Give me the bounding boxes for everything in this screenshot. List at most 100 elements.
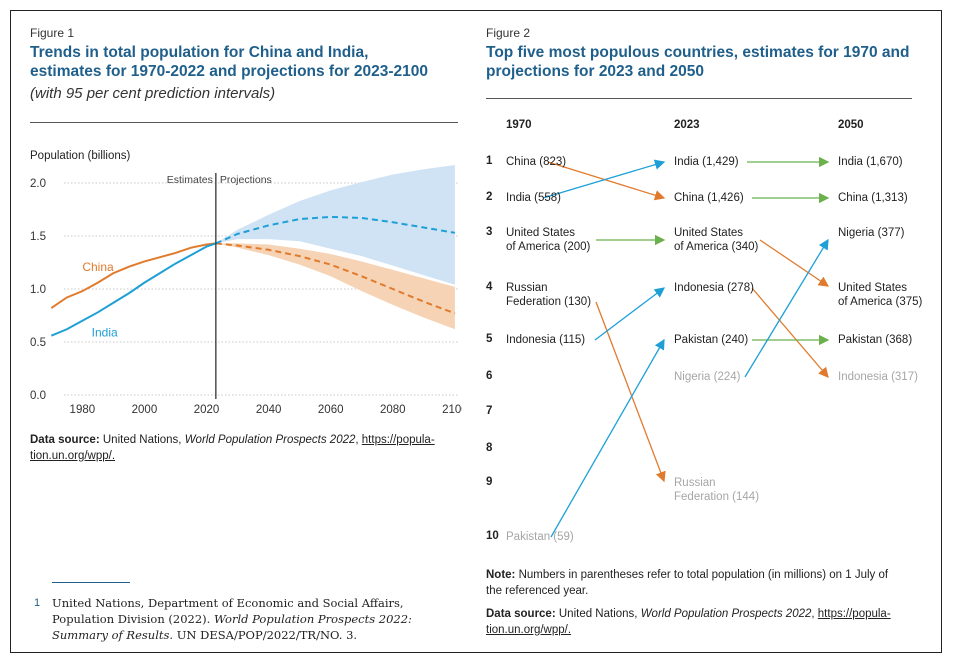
- x-tick-1980: 1980: [70, 404, 96, 415]
- cell-col2050-0: India (1,670): [838, 156, 903, 168]
- india-series-label: India: [92, 326, 118, 340]
- footnote-number: 1: [34, 597, 41, 609]
- projections-label: Projections: [220, 174, 272, 186]
- figure2-source-link-cont[interactable]: tion.un.org/wpp/.: [486, 624, 572, 636]
- figure1-source-text: United Nations,: [102, 434, 182, 446]
- x-tick-2040: 2040: [256, 404, 282, 415]
- figure1-title-line2: estimates for 1970-2022 and projections …: [30, 63, 429, 80]
- rank-number-8: 8: [486, 442, 493, 454]
- figure1-bands: [215, 164, 455, 330]
- figure2-source-label: Data source:: [486, 608, 556, 620]
- figure1-label: Figure 1: [30, 26, 75, 40]
- footnote-line2: Population Division (2022). World Popula…: [52, 611, 462, 627]
- china-prediction-band: [215, 243, 455, 330]
- rank-number-4: 4: [486, 281, 493, 293]
- rank-number-5: 5: [486, 333, 493, 345]
- col-header-1970: 1970: [506, 119, 532, 131]
- y-tick-0.5: 0.5: [30, 337, 46, 349]
- rank-number-7: 7: [486, 405, 493, 417]
- cell-col2023-6: Russian Federation (144): [674, 477, 760, 503]
- figure1-source-label: Data source:: [30, 434, 100, 446]
- figure2-source-italic: World Population Prospects 2022: [640, 608, 812, 620]
- cell-col2050-5: Indonesia (317): [838, 371, 918, 383]
- cell-col2023-1: China (1,426): [674, 192, 744, 204]
- cell-col2050-1: China (1,313): [838, 192, 908, 204]
- estimates-label: Estimates: [167, 174, 213, 186]
- cell-col2023-4: Pakistan (240): [674, 334, 749, 346]
- link-arrow-4: [594, 287, 666, 341]
- cell-col2023-5: Nigeria (224): [674, 371, 741, 383]
- col-header-2023: 2023: [674, 119, 700, 131]
- figure1-chart: Population (billions) 0.0 0.5 1.0 1.5 2.0 Chin…: [30, 150, 462, 415]
- india-projection-line: [215, 215, 456, 245]
- cell-col1970-0: China (823): [506, 156, 567, 168]
- figure2-label: Figure 2: [486, 26, 531, 40]
- india-prediction-band: [215, 164, 455, 285]
- figure1-lines: [50, 215, 456, 337]
- rank-number-9: 9: [486, 476, 493, 488]
- cell-col1970-2: United States of America (200): [506, 227, 591, 253]
- link-arrow-8: [759, 239, 830, 287]
- figure2-title: Top five most populous countries, estima…: [486, 43, 926, 81]
- rank-number-6: 6: [486, 370, 493, 382]
- y-tick-1.5: 1.5: [30, 231, 46, 243]
- cell-col1970-3: Russian Federation (130): [506, 282, 592, 308]
- figure1-source-link[interactable]: https://popula-: [361, 434, 435, 446]
- china-series-label: China: [82, 260, 114, 274]
- link-arrow-9: [751, 287, 829, 378]
- cell-col1970-5: Pakistan (59): [506, 531, 574, 543]
- india-estimate-line: [50, 242, 217, 337]
- cell-col1970-4: Indonesia (115): [506, 334, 586, 346]
- cell-col2050-3: United States of America (375): [838, 282, 923, 308]
- link-arrow-3: [595, 301, 666, 483]
- figure1-rule: [30, 122, 458, 123]
- figure1-source: Data source: United Nations, World Popul…: [30, 434, 435, 462]
- figure1-title: Trends in total population for China and…: [30, 43, 470, 81]
- x-tick-2100: 2100: [442, 404, 462, 415]
- y-tick-2.0: 2.0: [30, 178, 46, 190]
- figure2-note-line1: Numbers in parentheses refer to total po…: [518, 569, 889, 581]
- figure1-subtitle: (with 95 per cent prediction intervals): [30, 85, 276, 102]
- y-axis-label: Population (billions): [30, 150, 131, 162]
- col-header-2050: 2050: [838, 119, 864, 131]
- footnote-line2a: Population Division (2022).: [52, 612, 211, 626]
- footnote-rule: [52, 582, 130, 583]
- figure2-title-line2: projections for 2023 and 2050: [486, 63, 704, 80]
- figure2-source: Data source: United Nations, World Popul…: [486, 608, 891, 636]
- figure2-note: Note: Numbers in parentheses refer to to…: [486, 567, 926, 599]
- figure1-axes: Population (billions) 0.0 0.5 1.0 1.5 2.0 Chin…: [30, 150, 462, 415]
- cell-col2050-4: Pakistan (368): [838, 334, 913, 346]
- footnote-text: United Nations, Department of Economic a…: [52, 595, 462, 643]
- page-frame: [10, 10, 942, 653]
- rank-number-10: 10: [486, 530, 499, 542]
- footnote-line3a: Summary of Results: [52, 628, 170, 642]
- cell-col2023-0: India (1,429): [674, 156, 739, 168]
- link-arrow-11: [744, 238, 829, 378]
- figure2-title-line1: Top five most populous countries, estima…: [486, 44, 910, 61]
- x-tick-2020: 2020: [194, 404, 220, 415]
- link-arrow-0: [547, 161, 666, 201]
- rank-number-1: 1: [486, 155, 493, 167]
- x-tick-2000: 2000: [132, 404, 158, 415]
- figure2-source-link[interactable]: https://popula-: [817, 608, 891, 620]
- link-arrow-5: [550, 338, 665, 538]
- figure1-title-line1: Trends in total population for China and…: [30, 44, 369, 61]
- figure2-note-label: Note:: [486, 569, 516, 581]
- footnote-line3b: . UN DESA/POP/2022/TR/NO. 3.: [169, 628, 358, 642]
- figure2-note-line2: the referenced year.: [486, 585, 589, 597]
- rank-number-3: 3: [486, 226, 493, 238]
- x-tick-2060: 2060: [318, 404, 344, 415]
- figure2-source-text: United Nations,: [558, 608, 638, 620]
- y-tick-0.0: 0.0: [30, 390, 46, 402]
- cell-col1970-1: India (558): [506, 192, 561, 204]
- link-arrow-1: [542, 159, 666, 199]
- footnote-line3: Summary of Results. UN DESA/POP/2022/TR/…: [52, 627, 462, 643]
- china-projection-line: [215, 242, 456, 315]
- figure1-source-italic: World Population Prospects 2022: [184, 434, 356, 446]
- figure1-source-link-cont[interactable]: tion.un.org/wpp/.: [30, 450, 116, 462]
- cell-col2050-2: Nigeria (377): [838, 227, 905, 239]
- footnote-line2b: World Population Prospects 2022:: [213, 612, 412, 626]
- figure2-rule: [486, 98, 912, 99]
- cell-col2023-3: Indonesia (278): [674, 282, 754, 294]
